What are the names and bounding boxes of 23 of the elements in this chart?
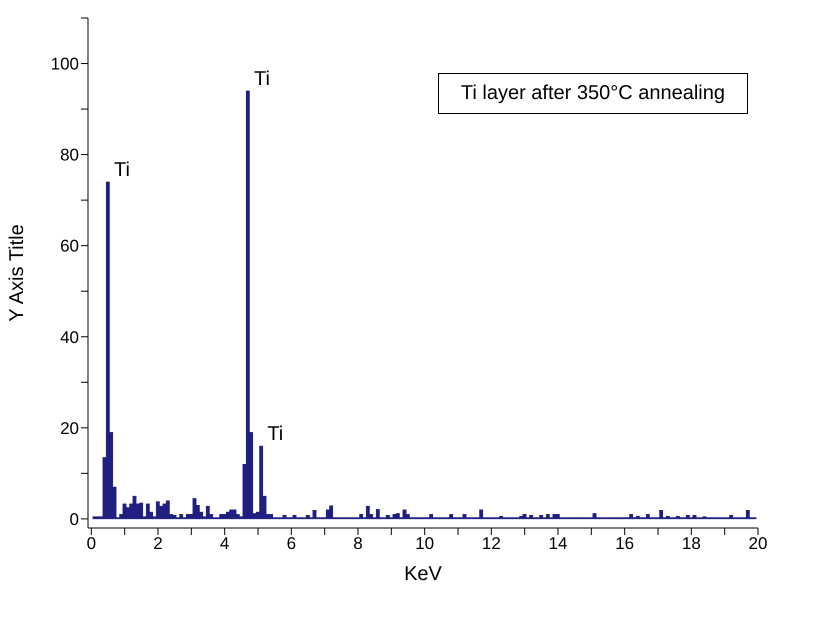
y-axis-title: Y Axis Title: [6, 224, 28, 322]
annotation: Ti layer after 350°C annealing: [438, 73, 748, 114]
annotation: Ti: [267, 423, 284, 446]
x-tick-label: 2: [153, 534, 163, 554]
x-tick-label: 18: [682, 534, 701, 554]
annotation: Ti: [254, 68, 270, 90]
x-tick-label: 4: [220, 534, 230, 554]
x-tick-label: 0: [86, 534, 96, 554]
x-tick-label: 14: [548, 534, 568, 554]
y-tick-label: 80: [60, 146, 79, 165]
y-tick-label: 60: [60, 236, 79, 256]
y-tick-label: 20: [60, 418, 79, 438]
x-tick-label: 16: [615, 534, 634, 554]
x-tick-label: 12: [482, 534, 501, 554]
x-axis-title: KeV: [404, 563, 443, 585]
x-tick-label: 6: [286, 534, 296, 554]
annotation: Ti: [114, 158, 130, 181]
y-tick-label: 40: [60, 328, 79, 347]
x-tick-label: 10: [415, 534, 434, 554]
x-tick-label: 8: [353, 534, 363, 554]
x-tick-label: 20: [748, 534, 768, 554]
y-tick-label: 0: [70, 510, 79, 529]
y-tick-label: 100: [50, 54, 79, 74]
